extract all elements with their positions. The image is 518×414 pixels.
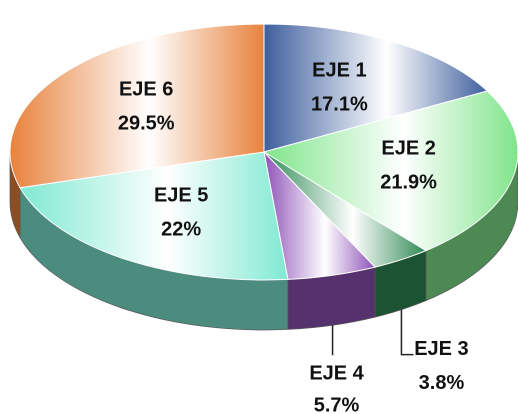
slice-label: EJE 2: [381, 137, 435, 159]
slice-label: EJE 6: [119, 79, 173, 101]
slice: [19, 151, 289, 281]
value-label: 3.8%: [419, 372, 465, 394]
value-label: 21.9%: [380, 171, 437, 193]
value-label: 5.7%: [314, 395, 360, 414]
slice-label: EJE 3: [414, 338, 468, 360]
slice-label: EJE 1: [312, 59, 366, 81]
value-label: 29.5%: [118, 113, 175, 135]
slice: [262, 90, 518, 252]
slice: [263, 23, 489, 153]
slice: [9, 23, 265, 189]
leader-line: [400, 309, 414, 356]
value-label: 17.1%: [311, 93, 368, 115]
slice-label: EJE 4: [309, 363, 364, 385]
slice-label: EJE 5: [154, 185, 208, 207]
value-label: 22%: [161, 219, 201, 241]
